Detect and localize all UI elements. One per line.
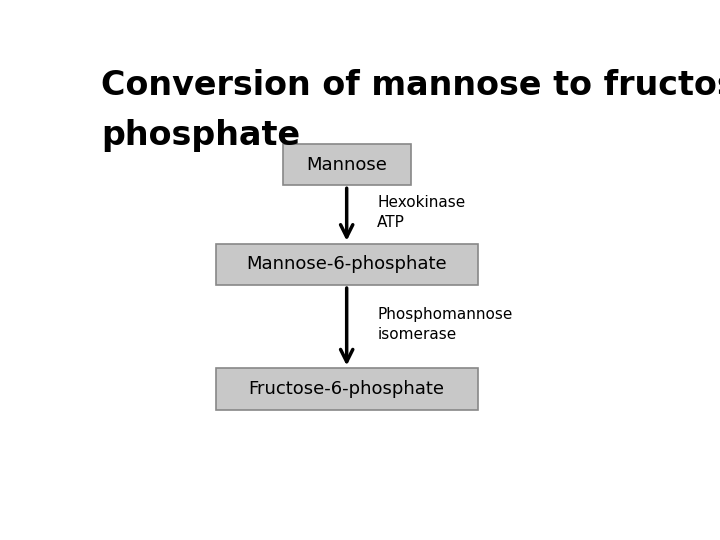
FancyBboxPatch shape [282,144,411,185]
Text: Phosphomannose
isomerase: Phosphomannose isomerase [377,307,513,342]
FancyBboxPatch shape [215,368,478,410]
Text: Fructose-6-phosphate: Fructose-6-phosphate [248,380,445,398]
Text: Conversion of mannose to fructose 6-: Conversion of mannose to fructose 6- [101,69,720,102]
Text: Mannose-6-phosphate: Mannose-6-phosphate [246,255,447,273]
Text: phosphate: phosphate [101,119,300,152]
FancyBboxPatch shape [215,244,478,285]
Text: Hexokinase
ATP: Hexokinase ATP [377,195,466,230]
Text: Mannose: Mannose [306,156,387,173]
